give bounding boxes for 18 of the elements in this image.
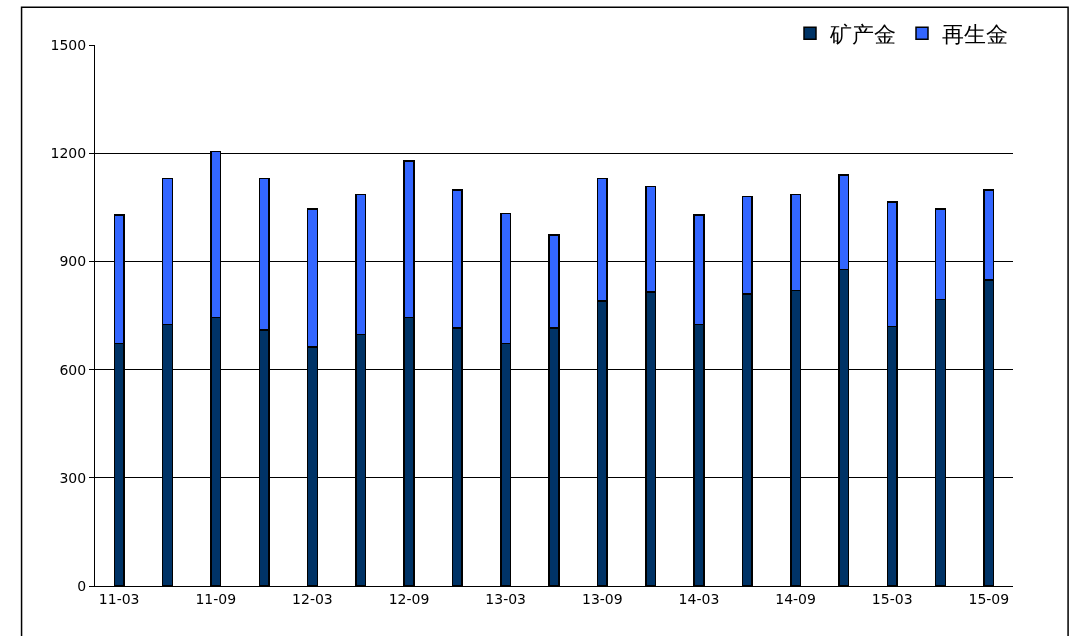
- y-tick-label: 1200: [50, 145, 87, 162]
- y-tick-label: 1500: [50, 36, 87, 53]
- x-tick-label: 14-09: [775, 590, 816, 607]
- y-tick-label: 900: [59, 253, 87, 270]
- y-tick-label: 0: [77, 577, 87, 594]
- x-tick-label: 15-03: [871, 590, 913, 607]
- x-tick-label: 11-03: [98, 590, 140, 607]
- x-tick-label: 14-03: [678, 590, 720, 607]
- legend-label: 矿产金: [829, 21, 896, 47]
- y-tick-label: 600: [59, 361, 87, 378]
- y-tick-label: 300: [59, 469, 87, 486]
- x-tick-label: 12-03: [292, 590, 333, 607]
- x-tick-label: 12-09: [388, 590, 430, 607]
- x-tick-label: 11-09: [195, 590, 237, 607]
- x-tick-label: 13-09: [581, 590, 623, 607]
- x-tick-label: 13-03: [485, 590, 527, 607]
- legend-label: 再生金: [942, 21, 1008, 47]
- x-tick-label: 15-09: [968, 590, 1010, 607]
